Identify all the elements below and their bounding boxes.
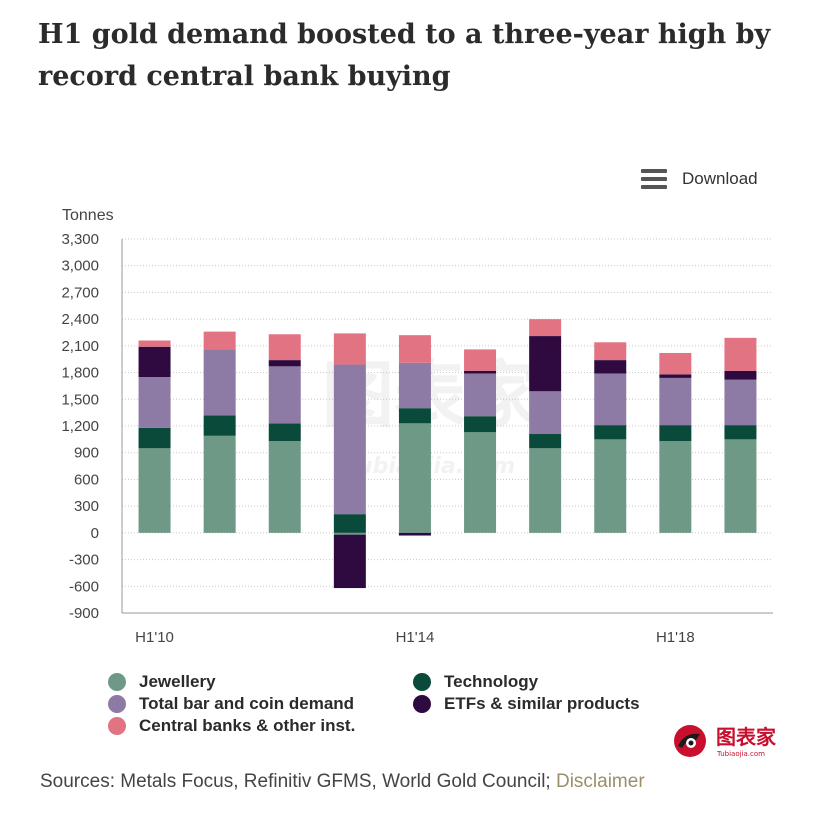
- y-tick-label: 2,400: [61, 311, 99, 328]
- y-tick-label: -900: [69, 605, 99, 622]
- bar-segment: [724, 379, 757, 426]
- y-tick-label: -300: [69, 552, 99, 569]
- bar-segment: [724, 337, 757, 371]
- bar-segment: [333, 333, 366, 365]
- tubiaojia-logo: 图表家 Tubiaojia.com: [674, 725, 777, 758]
- bar-segment: [659, 425, 692, 442]
- legend-marker-icon: [108, 717, 126, 735]
- bar-segment: [724, 425, 757, 440]
- bar-segment: [529, 336, 562, 392]
- bar-segment: [333, 532, 366, 535]
- legend: Jewellery Technology Total bar and coin de…: [108, 672, 708, 742]
- y-tick-label: 2,700: [61, 284, 99, 301]
- bar-segment: [529, 319, 562, 337]
- legend-label: ETFs & similar products: [444, 694, 640, 713]
- bar-segment: [464, 370, 497, 374]
- sources-line: Sources: Metals Focus, Refinitiv GFMS, W…: [40, 771, 645, 793]
- y-tick-label: 0: [91, 525, 99, 542]
- legend-label: Jewellery: [139, 672, 216, 691]
- legend-item[interactable]: Technology: [413, 672, 538, 692]
- y-tick-label: -600: [69, 578, 99, 595]
- bar-segment: [203, 349, 236, 416]
- sources-text: Sources: Metals Focus, Refinitiv GFMS, W…: [40, 771, 551, 792]
- x-tick-label: H1'18: [656, 629, 695, 646]
- bar-segment: [203, 331, 236, 350]
- legend-item[interactable]: Total bar and coin demand: [108, 694, 354, 714]
- y-tick-label: 1,200: [61, 418, 99, 435]
- bar-segment: [333, 514, 366, 533]
- bar-segment: [594, 360, 627, 374]
- bar-segment: [529, 434, 562, 449]
- bar-segment: [268, 423, 301, 442]
- bar-segment: [138, 340, 171, 347]
- bar-segment: [529, 391, 562, 435]
- bar-segment: [333, 364, 366, 515]
- bar-segment: [138, 346, 171, 378]
- bar-segment: [203, 435, 236, 533]
- bar-segment: [724, 439, 757, 533]
- x-tick-label: H1'10: [135, 629, 174, 646]
- bar-segment: [594, 342, 627, 361]
- y-tick-label: 300: [74, 498, 99, 515]
- y-tick-label: 900: [74, 445, 99, 462]
- bar-segment: [594, 425, 627, 440]
- logo-brand: 图表家: [716, 725, 777, 749]
- bar-segment: [659, 352, 692, 375]
- legend-label: Total bar and coin demand: [139, 694, 355, 713]
- bar-segment: [398, 532, 431, 536]
- y-tick-label: 1,500: [61, 391, 99, 408]
- bar-segment: [398, 362, 431, 409]
- bar-segment: [398, 335, 431, 363]
- y-tick-label: 1,800: [61, 365, 99, 382]
- bar-segment: [464, 373, 497, 417]
- bar-segment: [138, 377, 171, 428]
- logo-subtitle: Tubiaojia.com: [716, 750, 765, 758]
- legend-item[interactable]: Central banks & other inst.: [108, 716, 355, 736]
- bar-segment: [398, 408, 431, 424]
- bars: [138, 319, 757, 589]
- legend-marker-icon: [108, 673, 126, 691]
- bar-segment: [138, 448, 171, 533]
- chart-title: H1 gold demand boosted to a three-year h…: [38, 19, 771, 92]
- legend-label: Technology: [444, 672, 539, 691]
- bar-segment: [464, 416, 497, 433]
- y-tick-label: 600: [74, 471, 99, 488]
- bar-segment: [724, 370, 757, 380]
- bar-segment: [333, 534, 366, 589]
- bar-segment: [529, 448, 562, 533]
- y-tick-label: 3,300: [61, 231, 99, 248]
- legend-marker-icon: [413, 673, 431, 691]
- y-tick-label: 3,000: [61, 258, 99, 275]
- legend-label: Central banks & other inst.: [139, 716, 356, 735]
- bar-segment: [268, 360, 301, 367]
- x-tick-label: H1'14: [396, 629, 435, 646]
- legend-marker-icon: [413, 695, 431, 713]
- bar-segment: [464, 432, 497, 533]
- y-axis-label: Tonnes: [62, 207, 114, 224]
- bar-segment: [398, 423, 431, 533]
- bar-segment: [268, 334, 301, 361]
- legend-item[interactable]: Jewellery: [108, 672, 216, 692]
- bar-segment: [659, 377, 692, 426]
- bar-segment: [659, 374, 692, 378]
- bar-segment: [138, 427, 171, 449]
- bar-segment: [464, 349, 497, 371]
- bar-segment: [268, 366, 301, 424]
- disclaimer-link[interactable]: Disclaimer: [555, 771, 645, 792]
- y-tick-label: 2,100: [61, 338, 99, 355]
- bar-segment: [594, 439, 627, 533]
- bar-segment: [203, 415, 236, 436]
- legend-marker-icon: [108, 695, 126, 713]
- hamburger-menu-icon[interactable]: [641, 169, 667, 189]
- download-label: Download: [682, 169, 758, 188]
- legend-item[interactable]: ETFs & similar products: [413, 694, 640, 714]
- bar-segment: [268, 441, 301, 533]
- download-button[interactable]: Download: [641, 166, 758, 192]
- bar-segment: [659, 441, 692, 533]
- axes: Tonnes -900 -600 -300 0 300 600 900 1,200 1,500 1,…: [61, 207, 773, 646]
- bar-segment: [594, 373, 627, 426]
